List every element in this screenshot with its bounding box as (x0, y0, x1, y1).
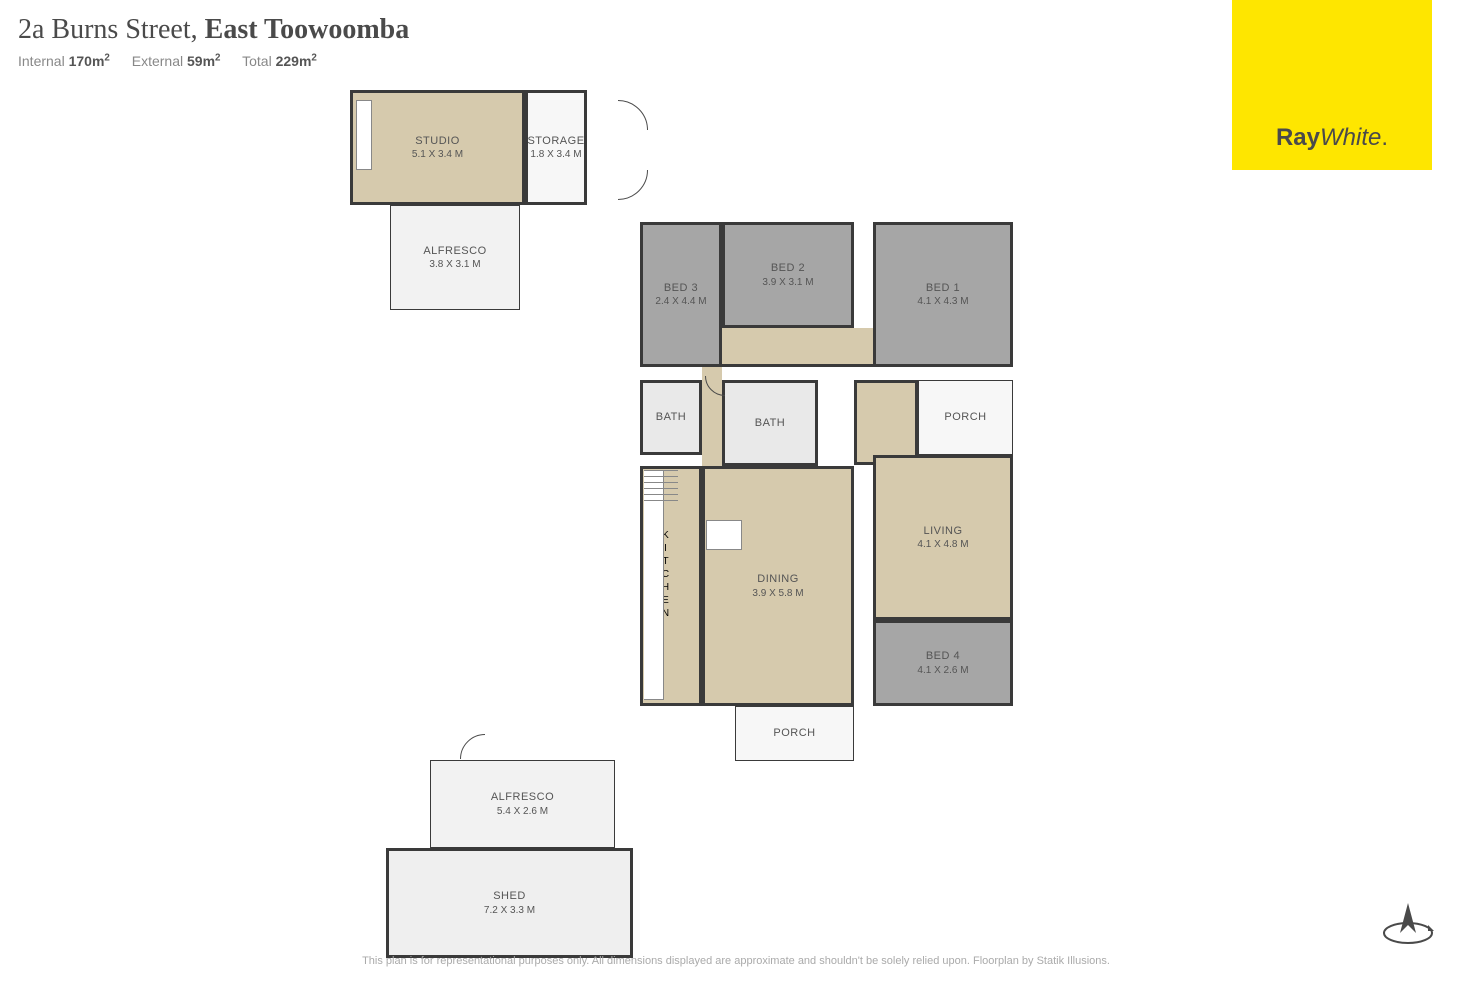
address-street: 2a Burns Street, (18, 14, 205, 45)
disclaimer: This plan is for representational purpos… (0, 955, 1472, 967)
stairs (644, 470, 678, 506)
room-dining: DINING3.9 X 5.8 M (702, 466, 854, 706)
room-bed4: BED 44.1 X 2.6 M (873, 620, 1013, 706)
room-bath2: BATH (640, 380, 702, 455)
header: 2a Burns Street, East Toowoomba Internal… (18, 14, 409, 69)
room-alfresco2: ALFRESCO5.4 X 2.6 M (430, 760, 615, 848)
room-living: LIVING4.1 X 4.8 M (873, 455, 1013, 620)
logo-light: White (1320, 124, 1381, 151)
room-storage: STORAGE1.8 X 3.4 M (525, 90, 587, 205)
room-studio: STUDIO5.1 X 3.4 M (350, 90, 525, 205)
stove-fixture (706, 520, 742, 550)
brand-logo: RayWhite. (1232, 0, 1432, 170)
room-alfresco1: ALFRESCO3.8 X 3.1 M (390, 205, 520, 310)
address-suburb: East Toowoomba (205, 14, 410, 45)
door-arc (588, 100, 648, 160)
logo-bold: Ray (1276, 124, 1320, 151)
room-shed: SHED7.2 X 3.3 M (386, 848, 633, 958)
room-porch2: PORCH (735, 706, 854, 761)
compass-icon (1380, 895, 1436, 951)
room-bed3: BED 32.4 X 4.4 M (640, 222, 722, 367)
room-gap1 (722, 328, 873, 367)
room-bed2: BED 23.9 X 3.1 M (722, 222, 854, 328)
door-arc (588, 140, 648, 200)
studio-cabinet (356, 100, 372, 170)
room-bath1: BATH (722, 380, 818, 466)
room-porch1: PORCH (918, 380, 1013, 455)
area-summary: Internal 170m2 External 59m2 Total 229m2 (18, 52, 409, 69)
room-bed1: BED 14.1 X 4.3 M (873, 222, 1013, 367)
room-closet (854, 380, 918, 465)
address: 2a Burns Street, East Toowoomba (18, 14, 409, 46)
